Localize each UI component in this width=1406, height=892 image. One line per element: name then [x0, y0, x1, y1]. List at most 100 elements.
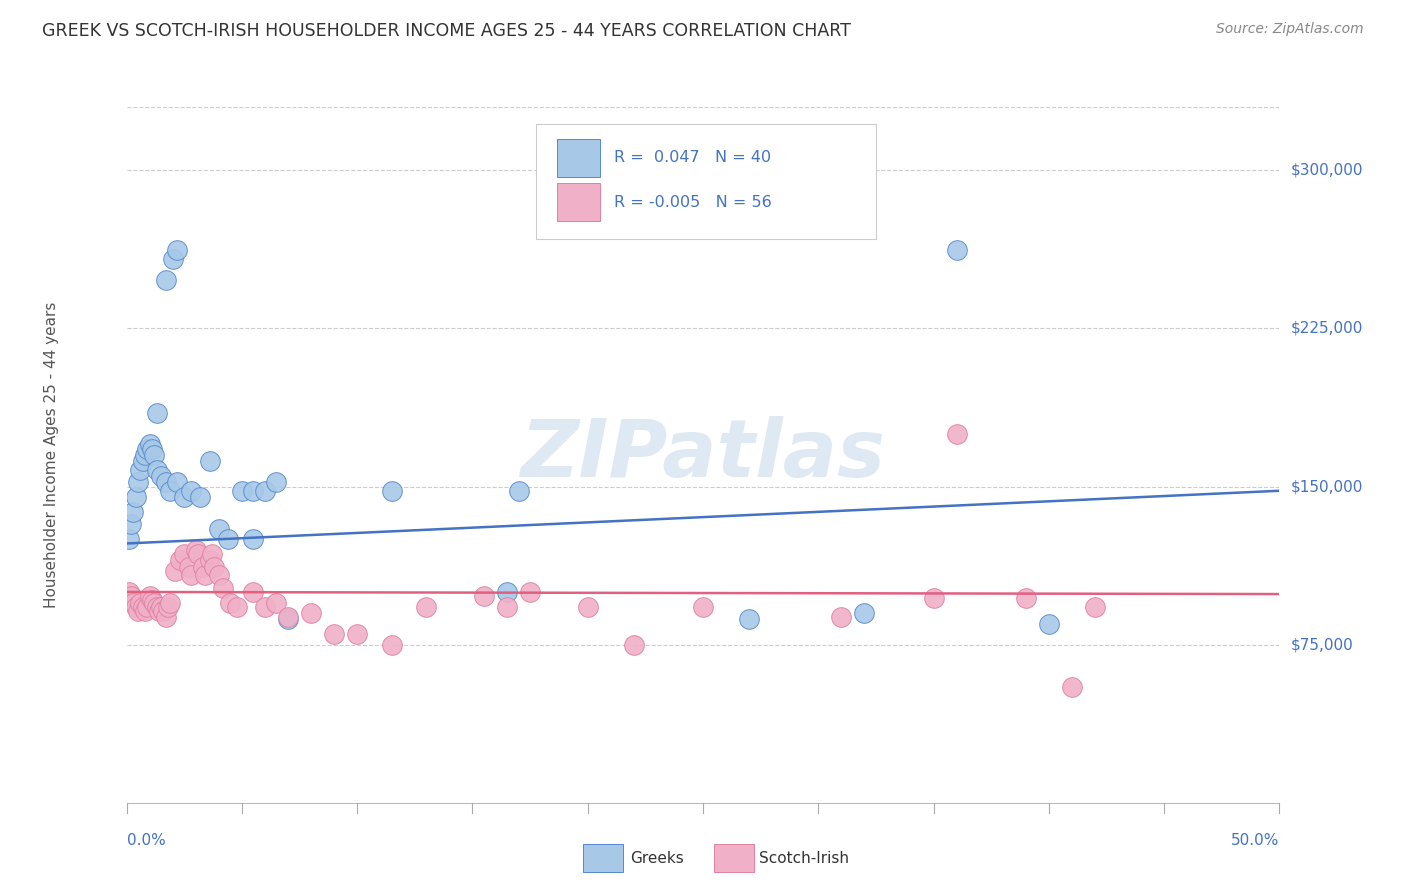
Point: [576, 599, 599, 614]
Point: [1038, 616, 1060, 631]
Point: [277, 610, 299, 624]
Point: [122, 595, 145, 609]
Point: [152, 604, 174, 618]
Point: [134, 604, 156, 618]
Point: [208, 568, 231, 582]
Point: [830, 610, 852, 624]
Point: [125, 599, 148, 614]
Point: [131, 454, 153, 468]
Point: [155, 273, 177, 287]
Point: [253, 483, 276, 498]
Point: [150, 469, 173, 483]
Point: [155, 610, 177, 624]
Point: [157, 599, 180, 614]
Text: Source: ZipAtlas.com: Source: ZipAtlas.com: [1216, 22, 1364, 37]
Point: [266, 475, 288, 490]
Point: [173, 547, 195, 561]
Point: [120, 589, 142, 603]
Point: [159, 595, 181, 609]
Point: [472, 589, 495, 603]
Point: [143, 448, 166, 462]
Point: [125, 490, 148, 504]
Text: R = -0.005   N = 56: R = -0.005 N = 56: [614, 194, 772, 210]
Point: [145, 406, 167, 420]
Point: [188, 490, 211, 504]
Text: 0.0%: 0.0%: [127, 833, 166, 848]
Point: [180, 483, 202, 498]
Point: [277, 612, 299, 626]
Point: [180, 568, 202, 582]
Text: R =  0.047   N = 40: R = 0.047 N = 40: [614, 151, 772, 165]
Point: [191, 559, 214, 574]
Text: Greeks: Greeks: [630, 851, 683, 865]
Point: [173, 490, 195, 504]
Point: [138, 437, 160, 451]
Point: [692, 599, 714, 614]
Point: [242, 483, 264, 498]
Text: Householder Income Ages 25 - 44 years: Householder Income Ages 25 - 44 years: [44, 301, 59, 608]
Point: [136, 599, 159, 614]
Point: [198, 553, 221, 567]
Point: [738, 612, 761, 626]
Point: [219, 595, 242, 609]
Point: [138, 589, 160, 603]
Point: [381, 483, 404, 498]
Point: [212, 581, 235, 595]
Point: [266, 595, 288, 609]
Point: [201, 547, 224, 561]
Text: 50.0%: 50.0%: [1232, 833, 1279, 848]
Point: [381, 638, 404, 652]
Point: [118, 533, 141, 547]
Point: [1060, 680, 1083, 694]
Point: [134, 448, 156, 462]
Point: [150, 599, 173, 614]
Point: [129, 595, 152, 609]
Point: [323, 627, 346, 641]
Point: [177, 559, 200, 574]
Point: [162, 252, 184, 266]
Point: [226, 599, 249, 614]
Point: [208, 522, 231, 536]
Point: [623, 638, 645, 652]
Point: [187, 547, 209, 561]
Point: [166, 475, 188, 490]
Point: [145, 599, 167, 614]
Point: [127, 604, 149, 618]
Point: [148, 604, 170, 618]
Point: [231, 483, 253, 498]
Point: [122, 505, 145, 519]
Point: [159, 483, 181, 498]
Point: [143, 595, 166, 609]
Point: [496, 599, 519, 614]
Point: [141, 442, 163, 456]
Point: [129, 463, 152, 477]
Point: [519, 585, 541, 599]
Point: [945, 244, 967, 258]
Point: [131, 599, 153, 614]
Point: [163, 564, 186, 578]
Point: [184, 542, 207, 557]
Point: [202, 559, 225, 574]
Point: [508, 483, 530, 498]
Point: [217, 533, 239, 547]
Point: [145, 463, 167, 477]
Point: [415, 599, 437, 614]
Text: $300,000: $300,000: [1291, 163, 1362, 178]
Text: Scotch-Irish: Scotch-Irish: [759, 851, 849, 865]
Point: [136, 442, 159, 456]
Text: ZIPatlas: ZIPatlas: [520, 416, 886, 494]
Point: [1015, 591, 1038, 606]
Point: [346, 627, 368, 641]
Bar: [557, 183, 600, 221]
Point: [853, 606, 876, 620]
Text: GREEK VS SCOTCH-IRISH HOUSEHOLDER INCOME AGES 25 - 44 YEARS CORRELATION CHART: GREEK VS SCOTCH-IRISH HOUSEHOLDER INCOME…: [42, 22, 851, 40]
Point: [194, 568, 217, 582]
Point: [120, 517, 142, 532]
Text: $75,000: $75,000: [1291, 637, 1354, 652]
Bar: [557, 138, 600, 177]
Bar: [536, 124, 876, 239]
Point: [253, 599, 276, 614]
Point: [1084, 599, 1107, 614]
Point: [198, 454, 221, 468]
Text: $225,000: $225,000: [1291, 321, 1362, 336]
